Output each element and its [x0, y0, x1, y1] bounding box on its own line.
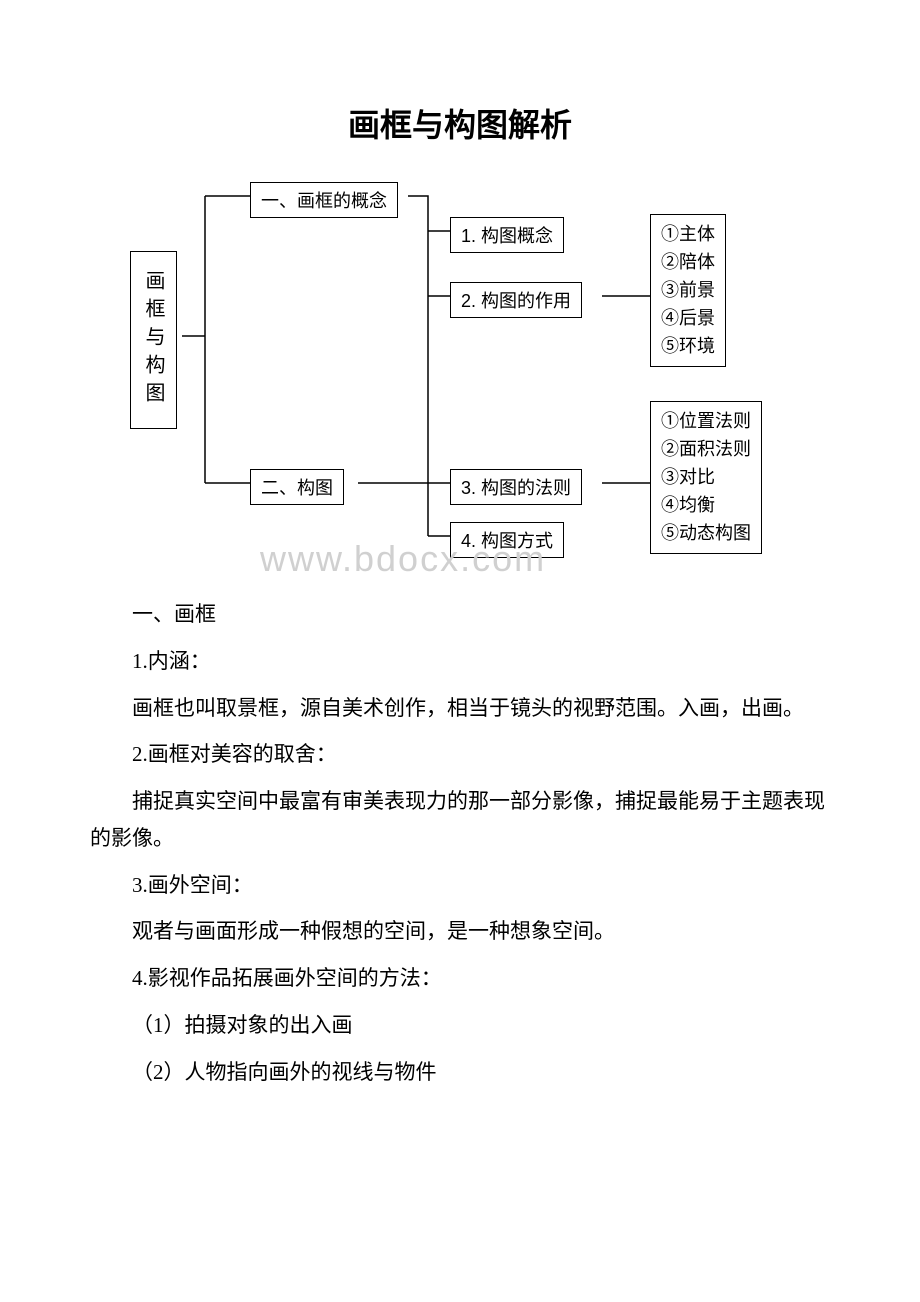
- section1-1-label: 1.内涵：: [90, 643, 830, 680]
- section1-4-1: （1）拍摄对象的出入画: [90, 1007, 830, 1044]
- section1-3-label: 3.画外空间：: [90, 867, 830, 904]
- section1-title: 一、画框: [90, 596, 830, 633]
- node-branch1: 一、画框的概念: [250, 182, 398, 218]
- section1-3-text: 观者与画面形成一种假想的空间，是一种想象空间。: [90, 913, 830, 950]
- node-branch2: 二、构图: [250, 469, 344, 505]
- list1-item: ②陪体: [661, 249, 715, 277]
- node-sub4: 4. 构图方式: [450, 522, 564, 558]
- section1-1-text: 画框也叫取景框，源自美术创作，相当于镜头的视野范围。入画，出画。: [90, 690, 830, 727]
- section1-2-label: 2.画框对美容的取舍：: [90, 736, 830, 773]
- node-sub1: 1. 构图概念: [450, 217, 564, 253]
- list2-item: ③对比: [661, 464, 751, 492]
- list2-item: ⑤动态构图: [661, 520, 751, 548]
- list2-item: ①位置法则: [661, 408, 751, 436]
- list1-item: ⑤环境: [661, 333, 715, 361]
- node-list1: ①主体 ②陪体 ③前景 ④后景 ⑤环境: [650, 214, 726, 367]
- list1-item: ①主体: [661, 221, 715, 249]
- node-sub2: 2. 构图的作用: [450, 282, 582, 318]
- tree-diagram: 画框与构图 一、画框的概念 二、构图 1. 构图概念 2. 构图的作用 3. 构…: [110, 176, 810, 576]
- list1-item: ③前景: [661, 277, 715, 305]
- section1-4-label: 4.影视作品拓展画外空间的方法：: [90, 960, 830, 997]
- list1-item: ④后景: [661, 305, 715, 333]
- list2-item: ④均衡: [661, 492, 751, 520]
- section1-4-2: （2）人物指向画外的视线与物件: [90, 1054, 830, 1091]
- page-title: 画框与构图解析: [90, 100, 830, 146]
- section1-2-text: 捕捉真实空间中最富有审美表现力的那一部分影像，捕捉最能易于主题表现的影像。: [90, 783, 830, 857]
- list2-item: ②面积法则: [661, 436, 751, 464]
- node-root: 画框与构图: [130, 251, 177, 429]
- body-text: 一、画框 1.内涵： 画框也叫取景框，源自美术创作，相当于镜头的视野范围。入画，…: [90, 596, 830, 1090]
- node-sub3: 3. 构图的法则: [450, 469, 582, 505]
- node-list2: ①位置法则 ②面积法则 ③对比 ④均衡 ⑤动态构图: [650, 401, 762, 554]
